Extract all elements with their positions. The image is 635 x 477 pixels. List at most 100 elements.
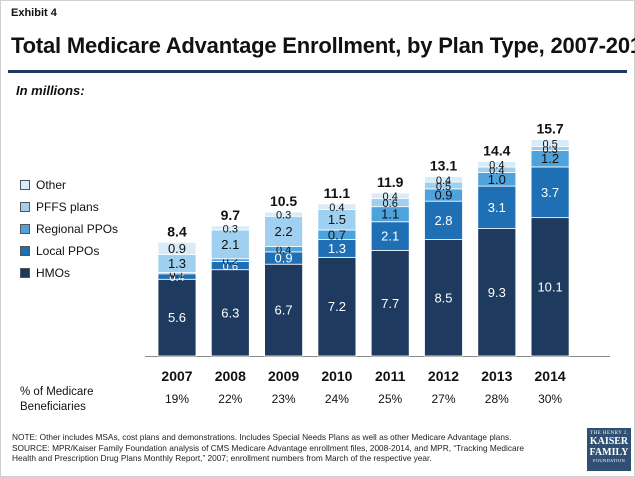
units-label: In millions: xyxy=(16,83,85,98)
segment-value-label: 3.7 xyxy=(541,185,559,200)
bar-segment-pffs-plans xyxy=(210,229,250,260)
bar-segment-other xyxy=(477,161,517,168)
x-tick-label: 2010 xyxy=(321,368,352,384)
bar-total-label: 14.4 xyxy=(483,142,510,158)
segment-value-label: 6.3 xyxy=(221,305,239,320)
segment-value-label: 2.2 xyxy=(275,224,293,239)
segment-value-label: 0.4 xyxy=(489,160,504,172)
logo-text: FAMILY xyxy=(589,447,629,458)
bar-segment-hmos xyxy=(264,263,304,357)
legend-swatch xyxy=(20,180,30,190)
logo-text: FOUNDATION xyxy=(593,458,625,463)
segment-value-label: 2.1 xyxy=(221,237,239,252)
segment-value-label: 0.4 xyxy=(489,165,504,177)
pct-row-label-line2: Beneficiaries xyxy=(20,401,86,413)
pct-beneficiaries-value: 28% xyxy=(485,392,509,406)
chart-title: Total Medicare Advantage Enrollment, by … xyxy=(11,33,635,58)
kaiser-family-foundation-logo: THE HENRY J. KAISER FAMILY FOUNDATION xyxy=(587,428,631,471)
chart-legend: Other PFFS plans Regional PPOs Local PPOs HM… xyxy=(20,174,118,284)
logo-text: THE HENRY J. xyxy=(589,431,629,436)
bar-total-label: 8.4 xyxy=(167,223,187,239)
segment-value-label: 0.3 xyxy=(223,223,238,235)
x-tick-label: 2012 xyxy=(428,368,459,384)
segment-value-label: 0.7 xyxy=(328,227,346,242)
bar-segment-other xyxy=(210,225,250,231)
segment-value-label: 0.9 xyxy=(168,241,186,256)
bar-total-label: 11.1 xyxy=(324,185,351,201)
segment-value-label: 0.4 xyxy=(436,175,451,187)
logo-text: KAISER xyxy=(589,436,629,447)
segment-value-label: 2.8 xyxy=(434,213,452,228)
pct-beneficiaries-value: 27% xyxy=(431,392,455,406)
bar-segment-pffs-plans xyxy=(264,215,304,247)
bar-segment-hmos xyxy=(370,250,410,357)
bar-total-label: 13.1 xyxy=(430,158,457,174)
footnote-line: Health and Prescription Drug Plans Month… xyxy=(12,453,432,464)
pct-row-label: % of Medicare Beneficiaries xyxy=(20,385,94,415)
segment-value-label: 3.1 xyxy=(488,200,506,215)
segment-value-label: 0.4 xyxy=(169,272,184,284)
bar-segment-other xyxy=(157,241,197,256)
legend-item: Regional PPOs xyxy=(20,218,118,240)
bar-segment-hmos xyxy=(477,228,517,357)
segment-value-label: 0.4 xyxy=(276,245,291,257)
x-tick-label: 2009 xyxy=(268,368,299,384)
pct-beneficiaries-value: 30% xyxy=(538,392,562,406)
segment-value-label: 1.3 xyxy=(328,241,346,256)
bar-segment-other xyxy=(264,211,304,217)
legend-item: HMOs xyxy=(20,262,118,284)
bar-segment-other xyxy=(424,176,463,183)
bar-total-label: 10.5 xyxy=(270,193,297,209)
legend-item: Other xyxy=(20,174,118,196)
segment-value-label: 8.5 xyxy=(434,290,452,305)
bar-segment-hmos xyxy=(424,239,463,357)
bar-total-label: 15.7 xyxy=(536,121,563,137)
pct-beneficiaries-value: 23% xyxy=(272,392,296,406)
title-rule xyxy=(8,70,627,73)
legend-label: Regional PPOs xyxy=(36,222,119,236)
pct-beneficiaries-value: 24% xyxy=(325,392,349,406)
footnote-line: SOURCE: MPR/Kaiser Family Foundation ana… xyxy=(12,442,525,453)
segment-value-label: 0.9 xyxy=(434,188,452,203)
pct-beneficiaries-value: 22% xyxy=(218,392,242,406)
exhibit-label: Exhibit 4 xyxy=(11,7,57,19)
segment-value-label: 0.4 xyxy=(383,191,398,203)
bar-segment-hmos xyxy=(157,278,197,357)
segment-value-label: 7.2 xyxy=(328,299,346,314)
bar-segment-local-ppos xyxy=(477,185,517,229)
bar-segment-hmos xyxy=(210,269,250,357)
pct-beneficiaries-value: 25% xyxy=(378,392,402,406)
bar-segment-local-ppos xyxy=(370,221,410,251)
segment-value-label: 0.4 xyxy=(329,202,344,214)
bar-segment-hmos xyxy=(530,217,570,357)
segment-value-label: 0.5 xyxy=(436,181,451,193)
pct-row-label-line1: % of Medicare xyxy=(20,386,94,398)
legend-label: Other xyxy=(36,178,67,192)
x-tick-label: 2007 xyxy=(161,368,192,384)
bar-total-label: 11.9 xyxy=(377,174,404,190)
footnote-line: NOTE: Other includes MSAs, cost plans an… xyxy=(12,432,512,442)
x-tick-label: 2008 xyxy=(215,368,246,384)
segment-value-label: 0.9 xyxy=(275,251,293,266)
x-tick-label: 2014 xyxy=(535,368,566,384)
bar-segment-hmos xyxy=(317,256,357,357)
legend-item: Local PPOs xyxy=(20,240,118,262)
segment-value-label: 0.3 xyxy=(276,210,291,222)
legend-label: PFFS plans xyxy=(36,200,99,214)
pct-beneficiaries-value: 19% xyxy=(165,392,189,406)
legend-label: Local PPOs xyxy=(36,244,100,258)
segment-value-label: 5.6 xyxy=(168,310,186,325)
segment-value-label: 10.1 xyxy=(537,279,562,294)
segment-value-label: 0.3 xyxy=(542,144,557,156)
segment-value-label: 1.0 xyxy=(488,172,506,187)
segment-value-label: 1.1 xyxy=(381,207,399,222)
x-tick-label: 2013 xyxy=(481,368,512,384)
legend-swatch xyxy=(20,246,30,256)
x-tick-label: 2011 xyxy=(375,368,406,384)
bar-segment-other xyxy=(317,203,357,210)
segment-value-label: 1.5 xyxy=(328,212,346,227)
bar-segment-other xyxy=(530,139,570,147)
legend-swatch xyxy=(20,224,30,234)
legend-label: HMOs xyxy=(36,266,70,280)
bar-segment-other xyxy=(370,192,410,199)
